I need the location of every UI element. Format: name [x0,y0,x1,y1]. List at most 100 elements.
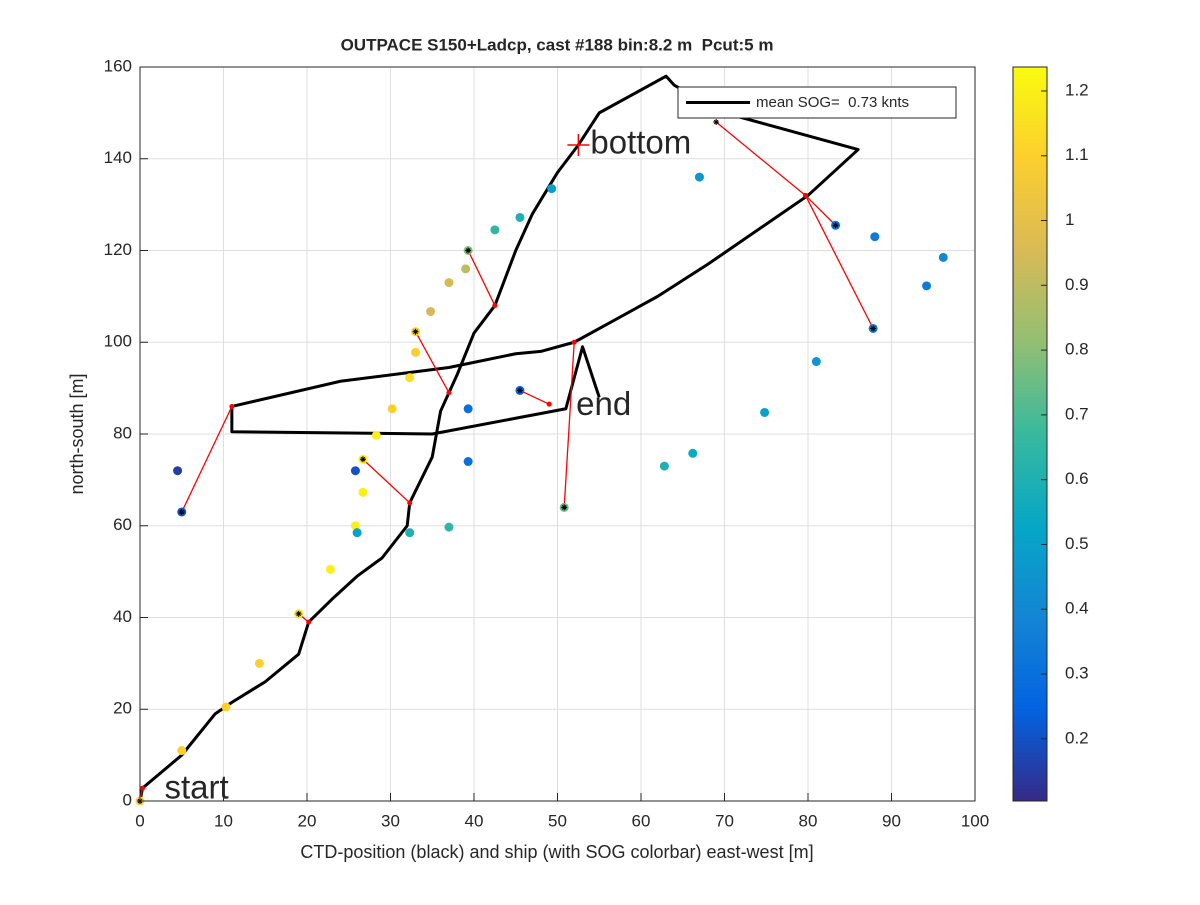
colorbar-tick-label: 0.4 [1065,599,1089,618]
ctd-link-point [492,303,498,309]
axes-box [139,66,976,802]
ship-point [350,466,360,476]
ship-point [938,252,948,262]
y-axis-label: north-south [m] [67,373,87,494]
ship-point [688,448,698,458]
colorbar-tick-label: 0.3 [1065,664,1089,683]
ship-point [221,702,231,712]
ship-link-star [713,119,720,126]
ctd-ship-link [519,389,550,405]
y-tick-label: 160 [104,56,132,75]
ship-point [426,307,436,317]
ctd-link-point [802,192,808,198]
ship-link-star [561,504,568,511]
ship-point [463,404,473,414]
ship-point [405,528,415,538]
ctd-link-point [446,390,452,396]
ship-link-star [295,610,302,617]
y-tick-label: 0 [123,790,132,809]
ship-point [811,357,821,367]
annotation-marker [567,133,590,156]
ship-point [490,225,500,235]
y-tick-label: 20 [113,699,132,718]
ctd-ship-link [563,342,575,508]
ship-point [371,430,381,440]
x-tick-label: 30 [381,811,400,830]
y-tick-label: 100 [104,332,132,351]
y-tick-label: 60 [113,515,132,534]
x-axis-label: CTD-position (black) and ship (with SOG … [300,842,813,862]
ship-point [463,457,473,467]
x-tick-label: 100 [961,811,989,830]
ship-point [515,212,525,222]
ship-link-star [412,328,419,335]
ctd-link-point [229,403,235,409]
colorbar-tick-label: 0.8 [1065,340,1089,359]
ship-link-star [832,222,839,229]
colorbar-tick-label: 1.1 [1065,145,1089,164]
x-tick-label: 50 [548,811,567,830]
ship-point [352,528,362,538]
ctd-link-point [546,401,552,407]
ship-point [358,487,368,497]
colorbar-tick-label: 0.7 [1065,404,1089,423]
x-tick-label: 40 [465,811,484,830]
ctd-ship-link [805,194,837,226]
annotation: bottom [590,124,691,161]
colorbar-tick-label: 0.5 [1065,534,1089,553]
ship-point [254,658,264,668]
annotation: start [165,769,229,806]
ship-link-star [465,247,472,254]
annotation: end [576,385,631,422]
x-tick-label: 0 [135,811,144,830]
ship-point [405,373,415,383]
ship-point [177,746,187,756]
legend: mean SOG= 0.73 knts [677,86,957,119]
colorbar-tick-label: 0.6 [1065,469,1089,488]
ship-point [461,264,471,274]
ship-point [922,281,932,291]
chart-title: OUTPACE S150+Ladcp, cast #188 bin:8.2 m … [341,35,774,54]
colorbar [1012,66,1048,802]
ship-link-star [178,508,185,515]
ship-point [694,172,704,182]
legend-label: mean SOG= 0.73 knts [756,94,909,111]
ship-point [350,521,360,531]
ctd-link-point [407,500,413,506]
ship-point [760,407,770,417]
ctd-link-point [306,619,312,625]
ship-point [444,278,454,288]
ctd-ship-link [414,331,450,394]
ctd-link-point [140,785,146,791]
ship-link-star [516,387,523,394]
x-tick-label: 20 [298,811,317,830]
ship-link-star [870,325,877,332]
y-tick-label: 40 [113,607,132,626]
x-tick-label: 80 [799,811,818,830]
ctd-ship-link [715,121,806,196]
ship-point [547,184,557,194]
ship-point [870,232,880,242]
ctd-link-point [571,339,577,345]
ship-point [325,564,335,574]
ship-point [659,461,669,471]
x-tick-label: 90 [882,811,901,830]
ctd-ship-link [362,458,411,504]
colorbar-tick-label: 0.9 [1065,275,1089,294]
y-tick-label: 120 [104,240,132,259]
ship-point [444,522,454,532]
y-tick-label: 140 [104,148,132,167]
ctd-ship-link [467,250,496,306]
colorbar-tick-label: 1 [1065,210,1074,229]
x-tick-label: 70 [715,811,734,830]
ship-point [387,404,397,414]
ship-point [411,347,421,357]
ctd-ship-link [804,195,874,329]
colorbar-tick-label: 1.2 [1065,80,1089,99]
ship-link-star [359,456,366,463]
colorbar-tick-label: 0.2 [1065,728,1089,747]
ctd-ship-link [181,406,233,513]
x-tick-label: 10 [214,811,233,830]
